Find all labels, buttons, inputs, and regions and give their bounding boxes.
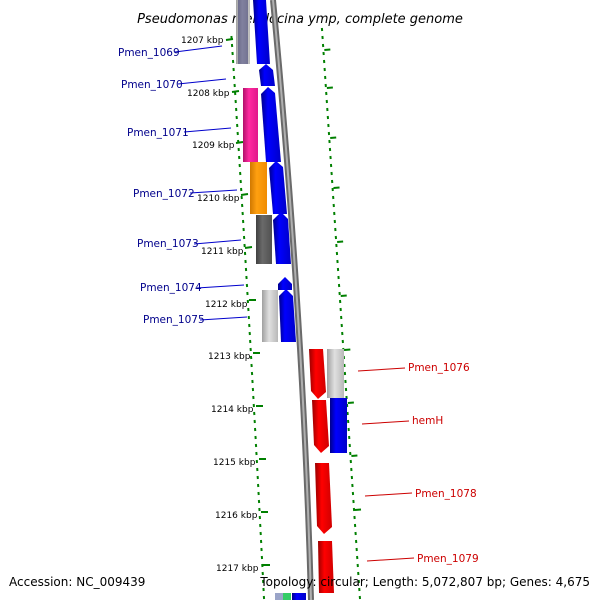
gene-label-pmen-1072[interactable]: Pmen_1072 [133, 188, 238, 200]
kbp-tick: 1216 kbp [215, 511, 268, 521]
outer-track-tick [340, 294, 347, 297]
gene-feature-pmen-1076-annotation[interactable] [327, 349, 344, 398]
gene-feature-bottom-gray[interactable] [275, 593, 283, 600]
accession-label: Accession: NC_009439 [9, 575, 145, 589]
gene-label-text[interactable]: Pmen_1074 [140, 282, 202, 294]
outer-track-tick [324, 48, 331, 51]
kbp-label: 1210 kbp [197, 194, 240, 204]
outer-track-tick [337, 240, 344, 243]
kbp-tick: 1209 kbp [192, 141, 244, 151]
kbp-label: 1216 kbp [215, 511, 258, 521]
kbp-tick: 1208 kbp [187, 89, 240, 99]
gene-label-pmen-1078[interactable]: Pmen_1078 [364, 488, 477, 500]
gene-feature-pmen-1073-annotation[interactable] [256, 215, 272, 264]
gene-feature-bottom-blue[interactable] [292, 593, 306, 600]
gene-label-text[interactable]: Pmen_1069 [118, 47, 180, 59]
gene-arrow-pmen-1069[interactable] [253, 0, 270, 64]
outer-track-tick [326, 86, 333, 89]
gene-arrow-pmen-1073[interactable] [273, 212, 291, 264]
gene-label-text[interactable]: hemH [412, 415, 443, 427]
gene-label-pmen-1074[interactable]: Pmen_1074 [140, 282, 245, 294]
gene-label-pmen-1071[interactable]: Pmen_1071 [127, 127, 232, 139]
outer-track-tick [330, 136, 337, 139]
gene-feature-pmen-1072-annotation[interactable] [250, 162, 267, 214]
topology-label: Topology: circular; Length: 5,072,807 bp… [259, 575, 590, 589]
outer-track-tick [344, 348, 351, 351]
gene-arrow-pmen-1072[interactable] [269, 161, 287, 214]
gene-feature-pmen-1075-annotation[interactable] [262, 290, 278, 342]
gene-label-pmen-1075[interactable]: Pmen_1075 [143, 314, 248, 326]
outer-track-tick [354, 508, 362, 511]
gene-feature-pmen-1071-annotation[interactable] [243, 88, 258, 162]
kbp-label: 1217 kbp [216, 564, 259, 574]
kbp-tick: 1212 kbp [205, 299, 256, 310]
kbp-label: 1212 kbp [205, 300, 248, 310]
gene-label-text[interactable]: Pmen_1072 [133, 188, 195, 200]
gene-label-pmen-1073[interactable]: Pmen_1073 [137, 238, 242, 250]
gene-label-text[interactable]: Pmen_1076 [408, 362, 470, 374]
gene-label-text[interactable]: Pmen_1070 [121, 79, 183, 91]
kbp-label: 1213 kbp [208, 352, 251, 362]
outer-track-tick [347, 401, 354, 404]
outer-track-tick [333, 186, 340, 189]
kbp-tick: 1214 kbp [211, 405, 263, 415]
gene-label-pmen-1069[interactable]: Pmen_1069 [118, 45, 223, 59]
gene-arrow-pmen-1075[interactable] [279, 289, 296, 342]
gene-arrow-hemh[interactable] [312, 400, 329, 453]
gene-label-text[interactable]: Pmen_1078 [415, 488, 477, 500]
gene-label-text[interactable]: Pmen_1075 [143, 314, 205, 326]
kbp-scale: 1207 kbp 1208 kbp 1209 kbp 1210 kbp 1211… [181, 36, 270, 574]
left-gene-labels: Pmen_1069 Pmen_1070 Pmen_1071 Pmen_1072 … [118, 45, 248, 326]
gene-arrow-pmen-1078[interactable] [315, 463, 332, 534]
feature-track-left [236, 0, 278, 342]
genome-backbone-highlight [272, 0, 312, 600]
kbp-label: 1211 kbp [201, 247, 244, 257]
feature-track-reverse [309, 349, 347, 593]
kbp-label: 1214 kbp [211, 405, 254, 415]
kbp-tick: 1213 kbp [208, 352, 260, 362]
kbp-tick: 1217 kbp [216, 564, 270, 574]
kbp-label: 1215 kbp [213, 458, 256, 468]
gene-arrow-pmen-1079[interactable] [318, 541, 334, 593]
gene-feature-bottom-green[interactable] [283, 593, 291, 600]
kbp-tick: 1207 kbp [181, 36, 234, 46]
outer-track-tick [351, 454, 358, 457]
kbp-tick: 1215 kbp [213, 458, 266, 468]
gene-label-text[interactable]: Pmen_1079 [417, 553, 479, 565]
kbp-label: 1208 kbp [187, 89, 230, 99]
right-gene-labels: Pmen_1076 hemH Pmen_1078 Pmen_1079 [357, 362, 479, 565]
gene-feature-hemh-annotation[interactable] [330, 398, 347, 453]
kbp-tick: 1211 kbp [201, 246, 253, 257]
kbp-label: 1207 kbp [181, 36, 224, 46]
gene-arrow-pmen-1070[interactable] [259, 64, 275, 86]
gene-label-pmen-1076[interactable]: Pmen_1076 [357, 362, 470, 374]
gene-arrow-pmen-1074[interactable] [278, 277, 292, 290]
gene-label-hemh[interactable]: hemH [361, 415, 443, 427]
gene-arrow-pmen-1076[interactable] [309, 349, 326, 399]
gene-label-text[interactable]: Pmen_1071 [127, 127, 189, 139]
gene-label-pmen-1070[interactable]: Pmen_1070 [121, 78, 227, 91]
gene-label-text[interactable]: Pmen_1073 [137, 238, 199, 250]
feature-track-forward [253, 0, 306, 600]
kbp-label: 1209 kbp [192, 141, 235, 151]
gene-feature-pmen-1069-annotation-dark[interactable] [238, 0, 248, 64]
gene-label-pmen-1079[interactable]: Pmen_1079 [366, 553, 479, 565]
dotted-ring-tracks [230, 27, 362, 600]
gene-arrow-pmen-1071[interactable] [261, 87, 281, 162]
kbp-tick: 1210 kbp [197, 193, 249, 204]
genome-title: Pseudomonas mendocina ymp, complete geno… [137, 12, 463, 27]
bottom-strip [275, 593, 291, 600]
